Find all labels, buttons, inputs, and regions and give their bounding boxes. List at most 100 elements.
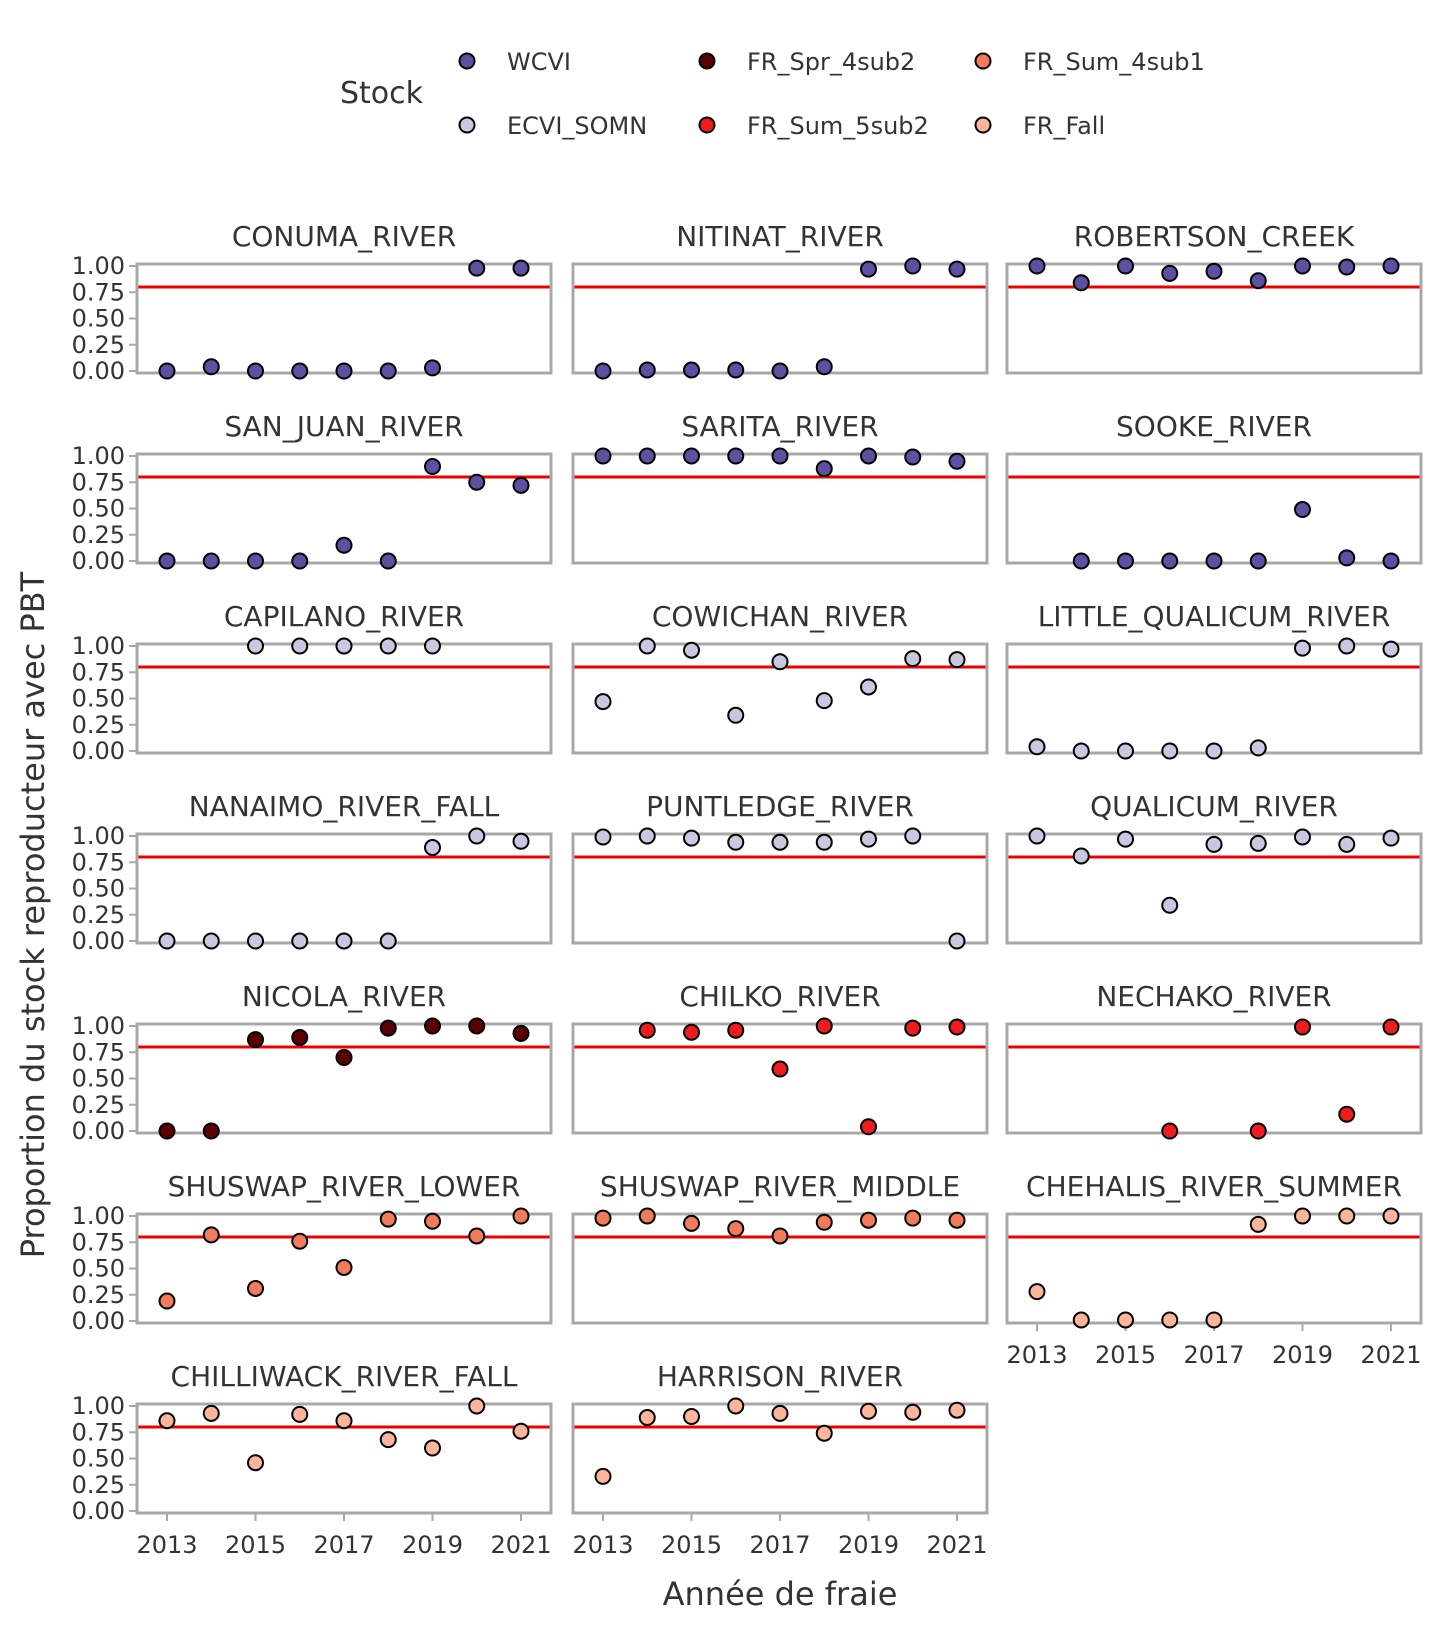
data-point-nanaimo-river-fall-2017 — [335, 932, 353, 950]
data-point-chilko-river-2018 — [815, 1017, 833, 1035]
data-point-nitinat-river-2017 — [771, 362, 789, 380]
panel-title-puntledge-river: PUNTLEDGE_RIVER — [646, 790, 914, 823]
y-tick-label-san-juan-river-3: 0.75 — [72, 468, 125, 496]
data-point-sarita-river-2019 — [860, 447, 877, 465]
data-point-harrison-river-2014 — [638, 1409, 656, 1427]
x-tick-label-chilliwack-river-fall-3: 2019 — [402, 1531, 463, 1559]
legend-label-fr-sum-5sub2: FR_Sum_5sub2 — [747, 112, 929, 140]
x-tick-label-chehalis-river-summer-4: 2021 — [1360, 1341, 1421, 1369]
y-tick-label-shuswap-river-lower-4: 1.00 — [72, 1202, 125, 1230]
data-point-puntledge-river-2013 — [594, 828, 612, 846]
data-point-little-qualicum-river-2015 — [1117, 742, 1134, 760]
panel-border-qualicum-river — [1005, 832, 1423, 945]
panel-title-shuswap-river-lower: SHUSWAP_RIVER_LOWER — [168, 1170, 521, 1203]
data-point-nanaimo-river-fall-2018 — [379, 932, 397, 950]
panel-title-harrison-river: HARRISON_RIVER — [657, 1360, 903, 1393]
data-point-shuswap-river-lower-2018 — [379, 1210, 397, 1228]
panel-nicola-river: NICOLA_RIVER 0.000.250.500.751.00 — [72, 980, 553, 1145]
data-point-puntledge-river-2020 — [904, 827, 922, 845]
panel-title-robertson-creek: ROBERTSON_CREEK — [1074, 220, 1355, 253]
data-point-san-juan-river-2020 — [468, 473, 486, 491]
data-point-san-juan-river-2018 — [379, 552, 397, 570]
y-tick-label-nanaimo-river-fall-2: 0.50 — [72, 875, 125, 903]
data-point-robertson-creek-2017 — [1205, 262, 1223, 280]
y-tick-label-conuma-river-2: 0.50 — [72, 305, 125, 333]
data-point-chehalis-river-summer-2020 — [1338, 1207, 1356, 1225]
panel-nanaimo-river-fall: NANAIMO_RIVER_FALL 0.000.250.500.751.00 — [72, 790, 553, 955]
data-point-chilliwack-river-fall-2021 — [512, 1422, 530, 1440]
panel-title-sarita-river: SARITA_RIVER — [681, 410, 878, 443]
y-tick-label-conuma-river-3: 0.75 — [72, 278, 125, 306]
data-point-puntledge-river-2019 — [860, 830, 877, 848]
data-point-chilliwack-river-fall-2018 — [379, 1431, 397, 1449]
data-point-nitinat-river-2015 — [683, 361, 700, 379]
data-point-conuma-river-2019 — [424, 359, 441, 377]
panel-title-san-juan-river: SAN_JUAN_RIVER — [224, 410, 463, 443]
data-point-conuma-river-2020 — [468, 259, 486, 277]
data-point-conuma-river-2021 — [512, 259, 530, 277]
x-tick-label-harrison-river-2: 2017 — [749, 1531, 810, 1559]
data-point-san-juan-river-2017 — [335, 536, 353, 554]
data-point-chehalis-river-summer-2019 — [1294, 1207, 1311, 1225]
data-point-harrison-river-2016 — [727, 1397, 745, 1415]
data-point-san-juan-river-2014 — [202, 552, 220, 570]
panel-title-cowichan-river: COWICHAN_RIVER — [652, 600, 908, 633]
data-point-robertson-creek-2014 — [1072, 274, 1090, 292]
data-point-san-juan-river-2021 — [512, 476, 530, 494]
data-point-qualicum-river-2013 — [1028, 827, 1046, 845]
data-point-cowichan-river-2015 — [683, 641, 700, 659]
data-point-conuma-river-2014 — [202, 358, 220, 376]
data-point-chehalis-river-summer-2014 — [1072, 1311, 1090, 1329]
x-tick-label-chehalis-river-summer-1: 2015 — [1095, 1341, 1156, 1369]
data-point-puntledge-river-2017 — [771, 833, 789, 851]
data-point-little-qualicum-river-2014 — [1072, 742, 1090, 760]
data-point-sarita-river-2013 — [594, 447, 612, 465]
data-point-nanaimo-river-fall-2014 — [202, 932, 220, 950]
panel-chilko-river: CHILKO_RIVER — [571, 980, 989, 1136]
data-point-nicola-river-2016 — [291, 1029, 309, 1047]
data-point-puntledge-river-2014 — [638, 827, 656, 845]
data-point-harrison-river-2015 — [683, 1408, 700, 1425]
panel-chilliwack-river-fall: CHILLIWACK_RIVER_FALL 0.000.250.500.751.0… — [72, 1360, 553, 1559]
data-point-chehalis-river-summer-2021 — [1382, 1207, 1400, 1225]
y-tick-label-san-juan-river-4: 1.00 — [72, 442, 125, 470]
data-point-little-qualicum-river-2016 — [1161, 742, 1179, 760]
panel-nechako-river: NECHAKO_RIVER — [1005, 980, 1423, 1140]
data-point-cowichan-river-2016 — [727, 706, 745, 724]
panel-border-conuma-river — [135, 262, 553, 375]
data-point-robertson-creek-2016 — [1161, 264, 1179, 282]
data-point-sooke-river-2018 — [1249, 552, 1267, 570]
legend-key-fr-spr-4sub2 — [698, 52, 716, 70]
panel-border-robertson-creek — [1005, 262, 1423, 375]
panel-border-nitinat-river — [571, 262, 989, 375]
data-point-shuswap-river-lower-2019 — [424, 1212, 441, 1230]
legend-key-fr-sum-4sub1 — [974, 52, 992, 70]
data-point-san-juan-river-2015 — [247, 552, 264, 570]
y-tick-label-capilano-river-4: 1.00 — [72, 632, 125, 660]
y-tick-label-shuswap-river-lower-0: 0.00 — [72, 1307, 125, 1335]
axis-titles: Année de fraie Proportion du stock repro… — [14, 571, 897, 1613]
panel-border-nicola-river — [135, 1022, 553, 1135]
panel-title-chehalis-river-summer: CHEHALIS_RIVER_SUMMER — [1026, 1170, 1402, 1203]
panel-robertson-creek: ROBERTSON_CREEK — [1005, 220, 1423, 375]
panel-border-capilano-river — [135, 642, 553, 755]
data-point-chilliwack-river-fall-2016 — [291, 1405, 309, 1423]
data-point-shuswap-river-lower-2021 — [512, 1207, 530, 1225]
data-point-sarita-river-2017 — [771, 447, 789, 465]
data-point-shuswap-river-middle-2019 — [860, 1211, 877, 1229]
data-point-nicola-river-2013 — [158, 1122, 176, 1140]
y-tick-label-nanaimo-river-fall-4: 1.00 — [72, 822, 125, 850]
y-tick-label-nicola-river-3: 0.75 — [72, 1038, 125, 1066]
data-point-nitinat-river-2016 — [727, 361, 745, 379]
data-point-robertson-creek-2020 — [1338, 258, 1356, 276]
panel-harrison-river: HARRISON_RIVER 2013 2015 2017 2019 2021 — [571, 1360, 989, 1559]
x-tick-label-harrison-river-1: 2015 — [661, 1531, 722, 1559]
data-point-sooke-river-2021 — [1382, 552, 1400, 570]
panel-sooke-river: SOOKE_RIVER — [1005, 410, 1423, 570]
data-point-cowichan-river-2020 — [904, 650, 922, 668]
data-point-nanaimo-river-fall-2015 — [247, 932, 264, 950]
data-point-nicola-river-2015 — [247, 1031, 264, 1049]
data-point-nechako-river-2016 — [1161, 1122, 1179, 1140]
data-point-shuswap-river-lower-2020 — [468, 1227, 486, 1245]
